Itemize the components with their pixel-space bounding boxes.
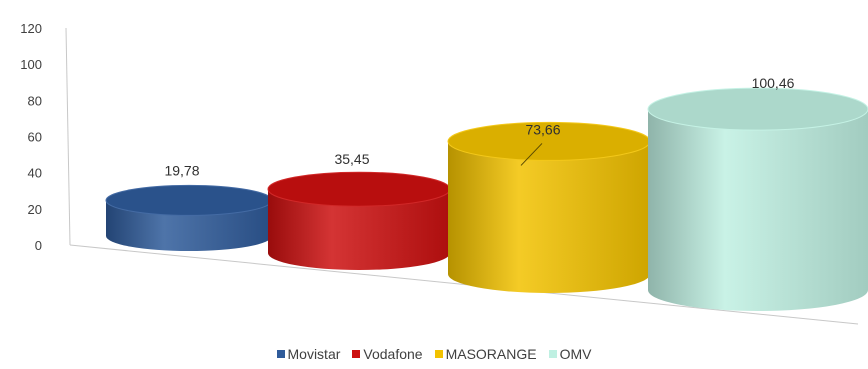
x-axis-line: [69, 244, 859, 325]
legend-swatch: [434, 350, 443, 358]
y-tick-label: 0: [35, 238, 42, 253]
cylinder-bar-omv: [647, 87, 868, 311]
legend-label: Movistar: [287, 346, 341, 362]
data-label: 19,78: [164, 162, 199, 178]
cylinder-body: [268, 189, 450, 270]
legend-item-omv: OMV: [548, 346, 592, 362]
legend: Movistar Vodafone MASORANGE OMV: [0, 346, 868, 362]
cylinder-body: [106, 200, 272, 251]
y-tick-label: 60: [28, 130, 42, 145]
legend-item-vodafone: Vodafone: [352, 346, 423, 362]
data-labels: 19,78 35,45 73,66 100,46: [164, 75, 794, 178]
data-label: 35,45: [334, 151, 369, 167]
y-tick-label: 80: [28, 93, 42, 108]
data-label: 100,46: [752, 75, 795, 91]
legend-label: OMV: [559, 346, 592, 362]
y-tick-label: 40: [28, 166, 42, 181]
legend-swatch: [548, 350, 557, 358]
cylinder-bar-masorange: [447, 121, 651, 293]
legend-swatch: [352, 350, 361, 358]
y-tick-label: 100: [20, 57, 42, 72]
bars: [105, 87, 868, 311]
cylinder-body: [448, 141, 650, 293]
cylinder-top: [267, 171, 451, 207]
data-label-leader: [520, 143, 543, 166]
cylinder-bar-movistar: [105, 184, 273, 251]
y-axis-ticks: 0 20 40 60 80 100 120: [20, 21, 42, 253]
cylinder-bar-vodafone: [267, 171, 451, 270]
legend-item-movistar: Movistar: [276, 346, 341, 362]
legend-label: MASORANGE: [445, 346, 537, 362]
y-axis-line: [65, 27, 71, 246]
cylinder-top: [647, 87, 868, 131]
y-tick-label: 120: [20, 21, 42, 36]
legend-swatch: [276, 350, 285, 358]
cylinder-top: [105, 184, 273, 216]
legend-label: Vodafone: [363, 346, 423, 362]
cylinder-body: [648, 109, 868, 311]
data-label: 73,66: [525, 121, 560, 137]
legend-item-masorange: MASORANGE: [434, 346, 537, 362]
y-tick-label: 20: [28, 202, 42, 217]
